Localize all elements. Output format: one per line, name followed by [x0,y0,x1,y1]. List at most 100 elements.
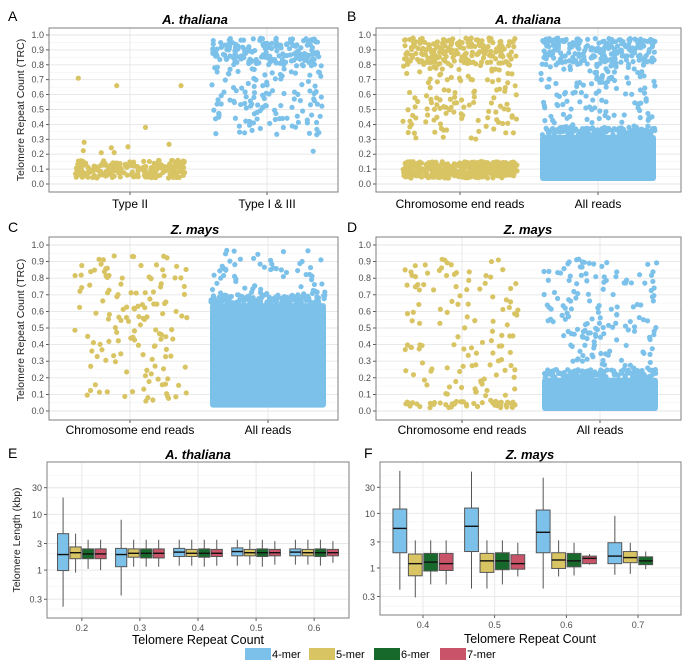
box-7-mer-0.6 [326,541,340,563]
data-point [89,167,96,173]
data-point [570,358,576,364]
data-point [279,299,285,305]
data-point [210,46,216,52]
data-point [284,115,290,121]
data-point [247,118,253,125]
data-point [161,300,168,307]
y-tick-label: 0.4 [358,119,371,129]
data-point [123,304,130,310]
data-point [625,80,632,86]
panel-f-title: Z. mays [505,447,554,462]
data-point [569,43,575,50]
data-point [568,298,574,304]
data-point [540,38,546,44]
box-4-mer-0.2 [56,497,70,607]
data-point [512,367,518,373]
data-point [502,367,508,373]
data-point [215,97,221,103]
data-point [565,328,571,335]
data-point [463,35,469,41]
data-point [232,262,238,268]
data-point [645,365,651,371]
data-point [603,66,609,72]
data-point [584,125,590,131]
data-point [543,125,549,131]
data-point [249,49,255,55]
data-point [237,256,243,262]
data-point [412,263,418,269]
data-point [578,272,584,278]
data-point [405,107,411,113]
data-point [419,51,425,57]
data-point [605,115,611,121]
data-point [445,175,452,181]
data-point [598,371,604,377]
data-point [128,290,134,296]
data-point [218,40,224,46]
panel-d-xcat-all-reads: All reads [577,423,624,437]
data-point [402,43,408,49]
data-point [546,268,552,274]
data-point [584,116,590,122]
box-5-mer-0.4 [407,540,423,598]
data-point [485,115,491,121]
box-5-mer-0.5 [479,540,495,589]
data-point [281,66,287,72]
data-point [505,80,511,86]
data-point [136,313,142,320]
data-point [601,279,607,285]
data-point [251,255,257,262]
data-point [235,68,241,75]
data-point [512,311,518,317]
data-point [106,338,112,345]
data-point [135,167,141,173]
data-point [272,116,278,123]
data-point [457,368,463,375]
data-point [400,118,406,124]
data-point [468,166,474,172]
series-chromosome-end-reads [402,256,521,411]
data-point [596,115,602,122]
data-point [488,338,495,344]
data-point [490,350,496,356]
data-point [641,73,647,79]
data-point [589,120,595,126]
data-point [403,368,409,374]
data-point [440,36,447,43]
data-point [579,264,585,270]
data-point [603,80,609,86]
data-point [272,58,278,64]
box-7-mer-0.5 [268,541,281,565]
data-point [556,370,562,377]
box-4-mer-0.5 [464,471,479,589]
data-point [317,113,323,119]
data-point [568,342,574,348]
data-point [177,161,184,167]
data-point [577,348,583,354]
data-point [497,39,503,45]
data-point [246,60,252,67]
data-point [117,160,123,167]
data-point [221,89,227,95]
data-point [629,91,635,97]
data-point [461,104,467,110]
panel-d-plot: 0.0 0.1 0.2 0.3 0.4 0.5 0.6 0.7 0.8 0.9 1.0 [358,236,682,423]
data-point [455,301,461,307]
data-point [623,277,630,283]
data-point [108,164,114,170]
data-point [618,368,624,374]
data-point [649,38,655,44]
data-point [539,132,546,138]
data-point [269,70,275,76]
data-point [550,48,556,55]
dense-point-mass [542,377,658,411]
y-tick-label: 0.1 [31,389,44,399]
data-point [626,124,632,131]
data-point [597,79,603,86]
data-point [622,362,628,369]
data-point [594,63,600,69]
data-point [561,372,567,379]
data-point [624,369,631,375]
data-point [312,83,318,89]
data-point [640,349,646,355]
